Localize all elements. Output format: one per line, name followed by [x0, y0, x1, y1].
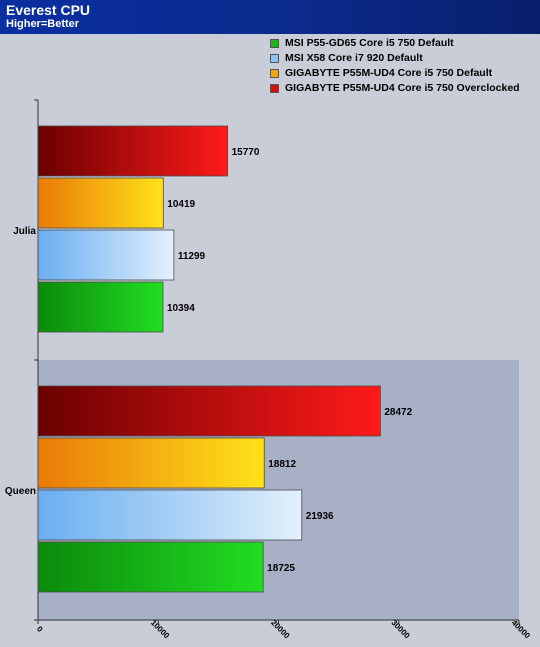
data-label-queen-series-2: 18812 — [268, 459, 296, 470]
bar-queen-series-3 — [37, 385, 381, 437]
data-label-julia-series-0: 10394 — [167, 303, 195, 314]
data-label-queen-series-1: 21936 — [306, 511, 334, 522]
bar-julia-series-0 — [37, 281, 164, 333]
legend-label-0: MSI P55-GD65 Core i5 750 Default — [285, 37, 454, 49]
x-tick-label-1: 10000 — [149, 618, 171, 640]
category-band-1 — [38, 360, 519, 620]
bar-queen-series-0 — [37, 541, 264, 593]
legend-item-2: GIGABYTE P55M-UD4 Core i5 750 Default — [270, 66, 520, 80]
data-label-julia-series-2: 10419 — [167, 199, 195, 210]
x-tick-label-4: 40000 — [510, 618, 532, 640]
legend-item-3: GIGABYTE P55M-UD4 Core i5 750 Overclocke… — [270, 81, 520, 95]
chart-subtitle: Higher=Better — [6, 18, 80, 30]
category-band-0 — [38, 100, 519, 360]
legend-label-1: MSI X58 Core i7 920 Default — [285, 52, 423, 64]
legend-swatch-3 — [270, 83, 279, 93]
chart-header: Everest CPU Higher=Better — [0, 0, 540, 34]
chart-legend: MSI P55-GD65 Core i5 750 Default MSI X58… — [270, 36, 520, 96]
bar-queen-series-1 — [37, 489, 303, 541]
legend-label-2: GIGABYTE P55M-UD4 Core i5 750 Default — [285, 67, 493, 79]
bar-julia-series-3 — [37, 125, 229, 177]
legend-item-0: MSI P55-GD65 Core i5 750 Default — [270, 36, 520, 50]
x-tick-label-0: 0 — [35, 624, 45, 634]
legend-swatch-0 — [270, 38, 279, 48]
data-label-queen-series-3: 28472 — [384, 407, 412, 418]
bar-julia-series-2 — [37, 177, 164, 229]
legend-swatch-2 — [270, 68, 279, 78]
data-label-queen-series-0: 18725 — [267, 563, 295, 574]
category-label-1: Queen — [5, 486, 36, 497]
category-label-0: Julia — [13, 226, 36, 237]
legend-label-3: GIGABYTE P55M-UD4 Core i5 750 Overclocke… — [285, 82, 520, 94]
legend-swatch-1 — [270, 53, 279, 63]
data-label-julia-series-3: 15770 — [232, 147, 260, 158]
x-tick-label-2: 20000 — [269, 618, 291, 640]
x-tick-label-3: 30000 — [389, 618, 411, 640]
bar-julia-series-1 — [37, 229, 175, 281]
chart-title: Everest CPU — [6, 2, 91, 18]
data-label-julia-series-1: 11299 — [178, 251, 206, 262]
legend-item-1: MSI X58 Core i7 920 Default — [270, 51, 520, 65]
bar-queen-series-2 — [37, 437, 265, 489]
